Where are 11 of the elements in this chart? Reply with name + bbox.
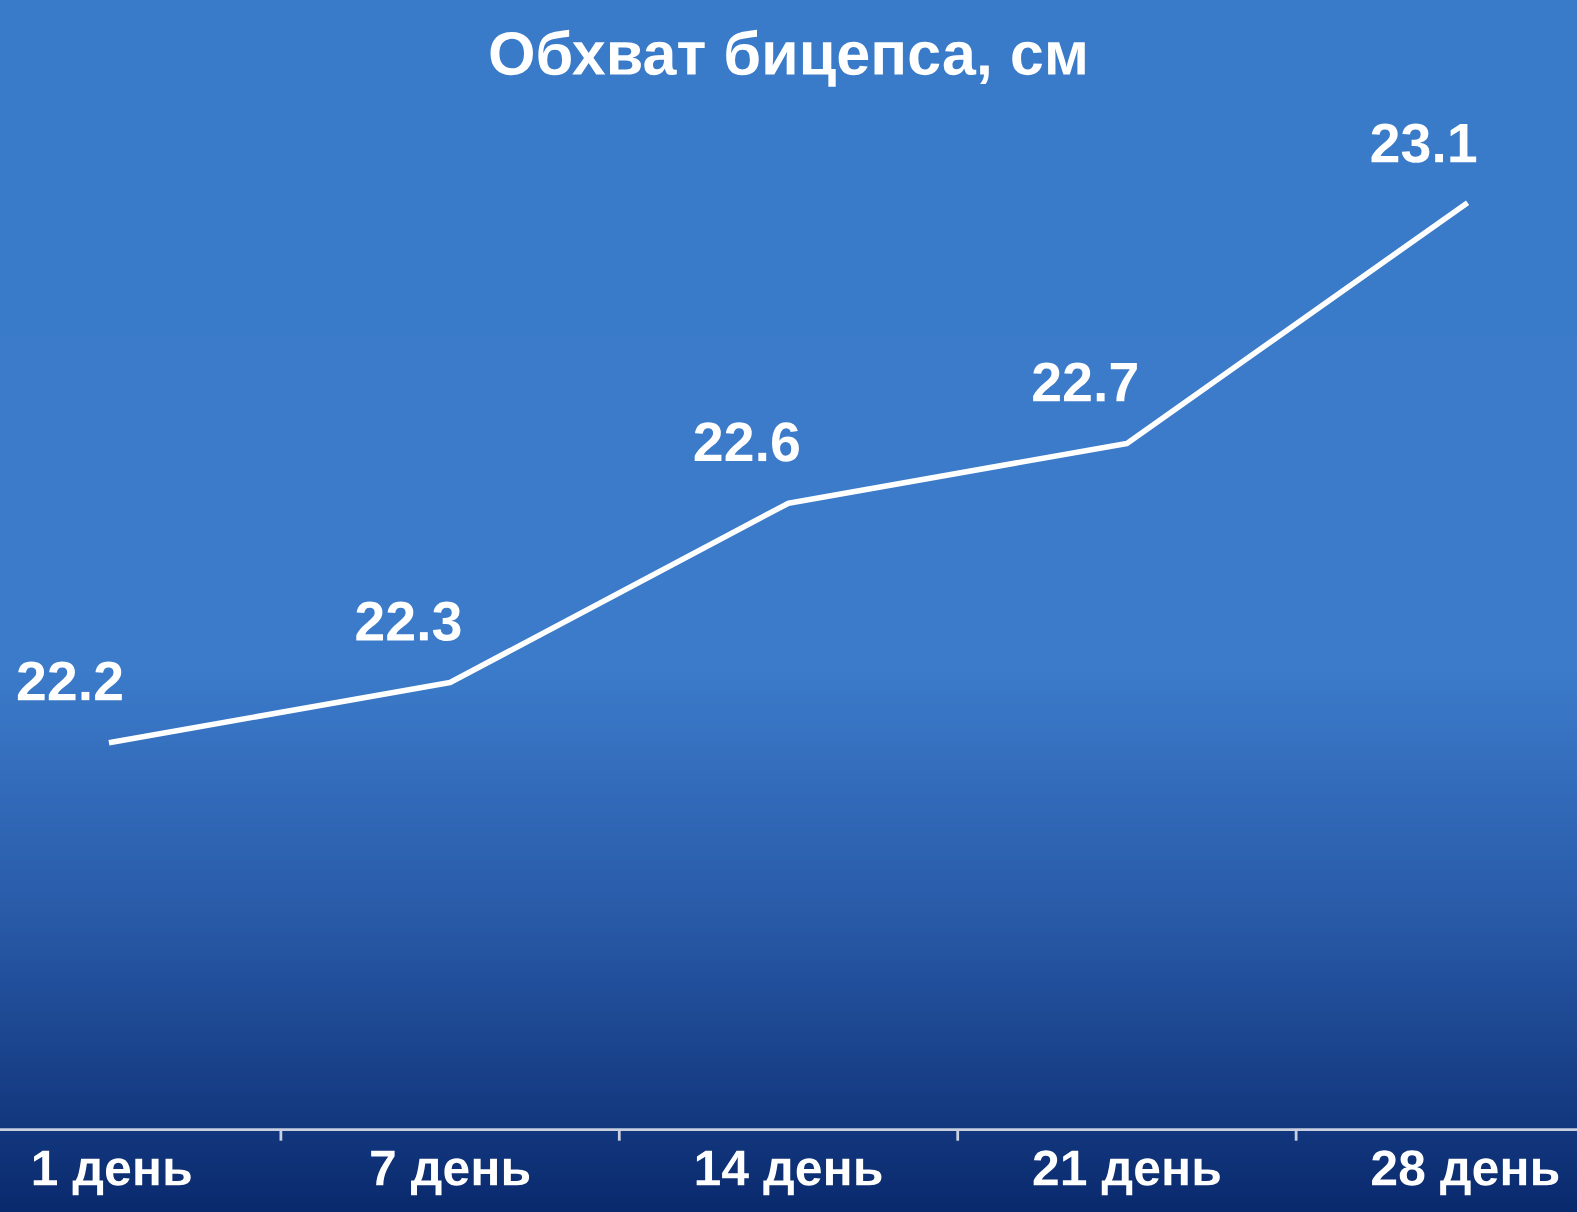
x-tick-label: 21 день — [1033, 1150, 1220, 1196]
data-label: 22.2 — [17, 661, 122, 701]
data-label: 22.3 — [356, 601, 461, 642]
chart-title: Обхват бицепса, см — [490, 29, 1085, 87]
x-tick-label: 7 день — [371, 1150, 530, 1196]
data-label: 23.1 — [1371, 123, 1477, 163]
data-label: 22.7 — [1033, 362, 1137, 402]
x-tick-label: 14 день — [696, 1150, 882, 1196]
x-tick-label: 1 день — [33, 1150, 191, 1196]
x-tick-label: 28 день — [1372, 1150, 1559, 1196]
data-label: 22.6 — [694, 422, 799, 462]
